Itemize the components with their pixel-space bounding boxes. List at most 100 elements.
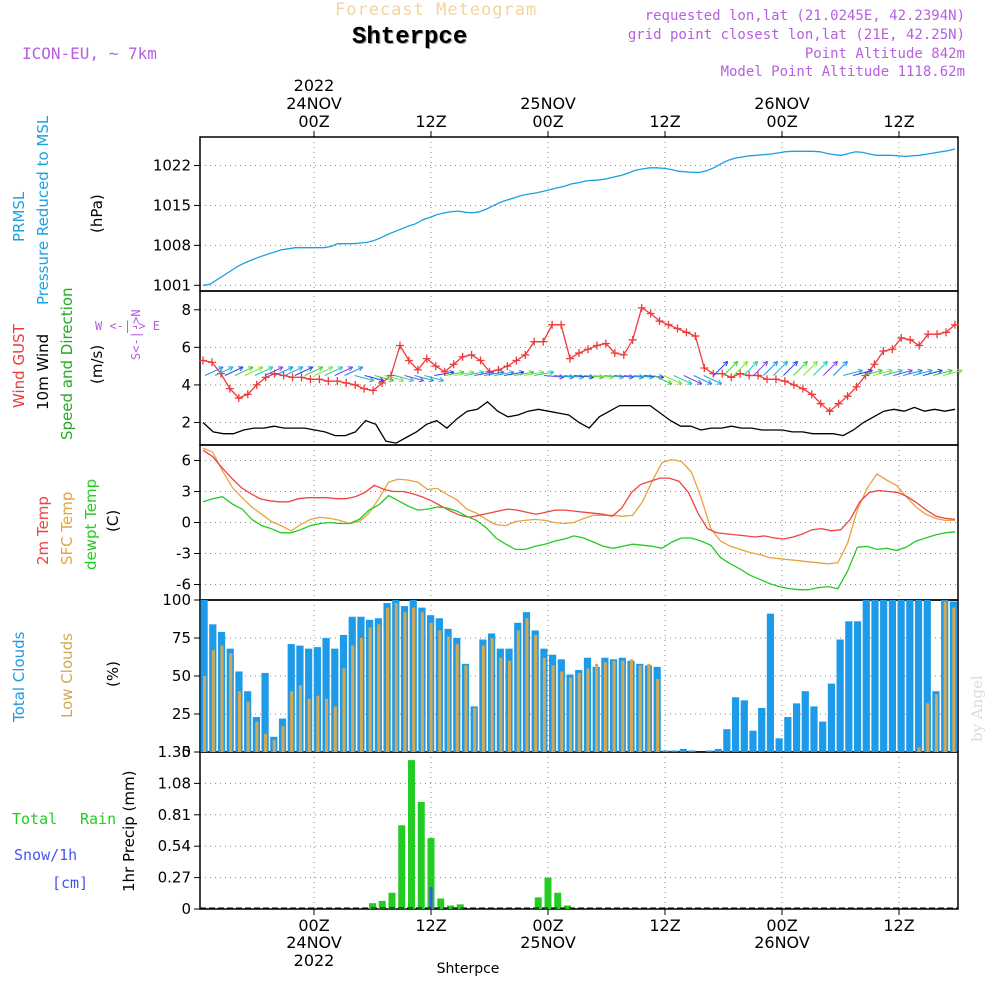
wind-direction-arrow: [633, 375, 654, 378]
y-tick-label: -3: [176, 545, 191, 563]
gust-marker: [369, 386, 378, 395]
low-cloud-bar: [603, 662, 607, 752]
low-cloud-bar: [351, 645, 355, 752]
bottom-axis-hour: 12Z: [649, 916, 680, 935]
wind-direction-arrow: [224, 366, 244, 376]
point-altitude: Point Altitude 842m: [804, 46, 965, 62]
wind-direction-arrow: [563, 375, 584, 378]
wind-arrow-head: [857, 368, 863, 375]
rain-bar: [378, 900, 386, 909]
gust-marker: [431, 362, 440, 371]
low-cloud-bar: [917, 747, 921, 752]
gust-marker: [306, 375, 315, 384]
wind-arrow-head: [408, 376, 415, 383]
wind-direction-arrow: [713, 361, 729, 376]
y-tick-label: 1001: [153, 276, 191, 294]
bottom-axis-date: 25NOV: [520, 933, 576, 952]
wind-arrow-head: [357, 366, 364, 372]
total-cloud-bar: [801, 691, 809, 752]
gust-marker: [879, 347, 888, 356]
low-cloud-bar: [394, 603, 398, 752]
top-axis-date: 24NOV: [286, 94, 342, 113]
gust-marker: [834, 399, 843, 408]
wind-direction-arrow: [853, 369, 873, 376]
wind-arrow-head: [218, 366, 224, 372]
bottom-axis-date: 24NOV: [286, 933, 342, 952]
snow-bar: [429, 886, 433, 909]
wind-direction-arrow: [464, 371, 485, 377]
wind-direction-arrow: [474, 371, 495, 377]
wind-direction-arrow: [822, 361, 838, 376]
gust-marker: [619, 350, 628, 359]
wind-arrow-head: [248, 366, 254, 372]
gust-marker: [870, 360, 879, 369]
low-cloud-bar: [542, 657, 546, 752]
y-tick-label: 4: [181, 376, 191, 394]
wind-arrow-head: [762, 360, 769, 367]
low-cloud-bar: [621, 660, 625, 752]
wind-arrow-head: [418, 376, 425, 383]
y-tick-label: 100: [162, 591, 191, 609]
wind-direction-arrow: [593, 375, 614, 378]
low-cloud-bar: [595, 663, 599, 752]
wind-direction-arrow: [663, 375, 683, 385]
rain-bar: [437, 898, 445, 909]
low-cloud-bar: [246, 701, 250, 752]
gust-marker: [199, 356, 207, 365]
low-cloud-bar: [586, 668, 590, 752]
wind-arrow-head: [877, 368, 883, 375]
wind-arrow-head: [666, 379, 673, 385]
gust-marker: [333, 377, 342, 386]
wind-arrow-head: [297, 366, 304, 372]
total-cloud-bar: [819, 721, 827, 752]
wind-arrow-head: [917, 368, 923, 375]
rain-bar: [408, 760, 415, 909]
total-cloud-bar: [688, 750, 696, 752]
wind-direction-arrow: [793, 361, 808, 376]
low-cloud-bar: [568, 677, 573, 752]
gust-marker: [924, 330, 933, 339]
wind-direction-arrow: [743, 361, 759, 376]
requested-coords: requested lon,lat (21.0245E, 42.2394N): [644, 8, 965, 24]
gust-marker: [530, 337, 539, 346]
y-tick-label: 0.81: [158, 806, 191, 824]
top-axis-date: 26NOV: [754, 94, 810, 113]
low-cloud-bar: [377, 624, 381, 752]
gust-marker: [279, 371, 288, 380]
model-altitude: Model Point Altitude 1118.62m: [720, 64, 965, 80]
snow-legend: Snow/1h: [14, 846, 78, 864]
gust-marker: [861, 371, 870, 380]
total-cloud-bar: [662, 750, 670, 752]
y-tick-label: 3: [181, 483, 191, 501]
low-cloud-bar: [612, 660, 616, 752]
wind-arrow-head: [706, 379, 713, 385]
wind-direction-arrow: [753, 361, 769, 376]
wind-arrow-head: [732, 360, 739, 367]
wind-arrow-head: [238, 366, 244, 372]
compass-ew: W <-|-> E: [95, 319, 161, 333]
wind-arrow-head: [337, 366, 344, 372]
gust-marker: [736, 369, 745, 378]
wind-arrow-head: [887, 368, 893, 375]
wind-arrow-head: [378, 376, 385, 383]
low-cloud-bar: [368, 627, 372, 752]
y-tick-label: 0: [181, 514, 191, 532]
rain-bar: [544, 877, 552, 909]
total-cloud-bar: [758, 707, 766, 752]
top-axis-hour: 12Z: [415, 112, 446, 131]
total-cloud-bar: [723, 729, 731, 752]
gust-marker: [682, 328, 691, 337]
wind-arrow-head: [368, 376, 375, 383]
y-tick-label: 2: [181, 413, 191, 431]
gust-marker: [673, 324, 682, 333]
wind-arrow-head: [802, 360, 809, 367]
y-tick-label: 50: [172, 667, 191, 685]
wind-direction-arrow: [673, 375, 693, 385]
gridpoint-coords: grid point closest lon,lat (21E, 42.25N): [627, 27, 965, 43]
rain-bar: [447, 905, 454, 909]
y-tick-label: 1008: [153, 236, 191, 254]
wind-direction-arrow: [524, 371, 544, 377]
low-cloud-bar: [429, 622, 433, 752]
wind-direction-arrow: [414, 375, 434, 382]
total-cloud-bar: [775, 738, 783, 752]
